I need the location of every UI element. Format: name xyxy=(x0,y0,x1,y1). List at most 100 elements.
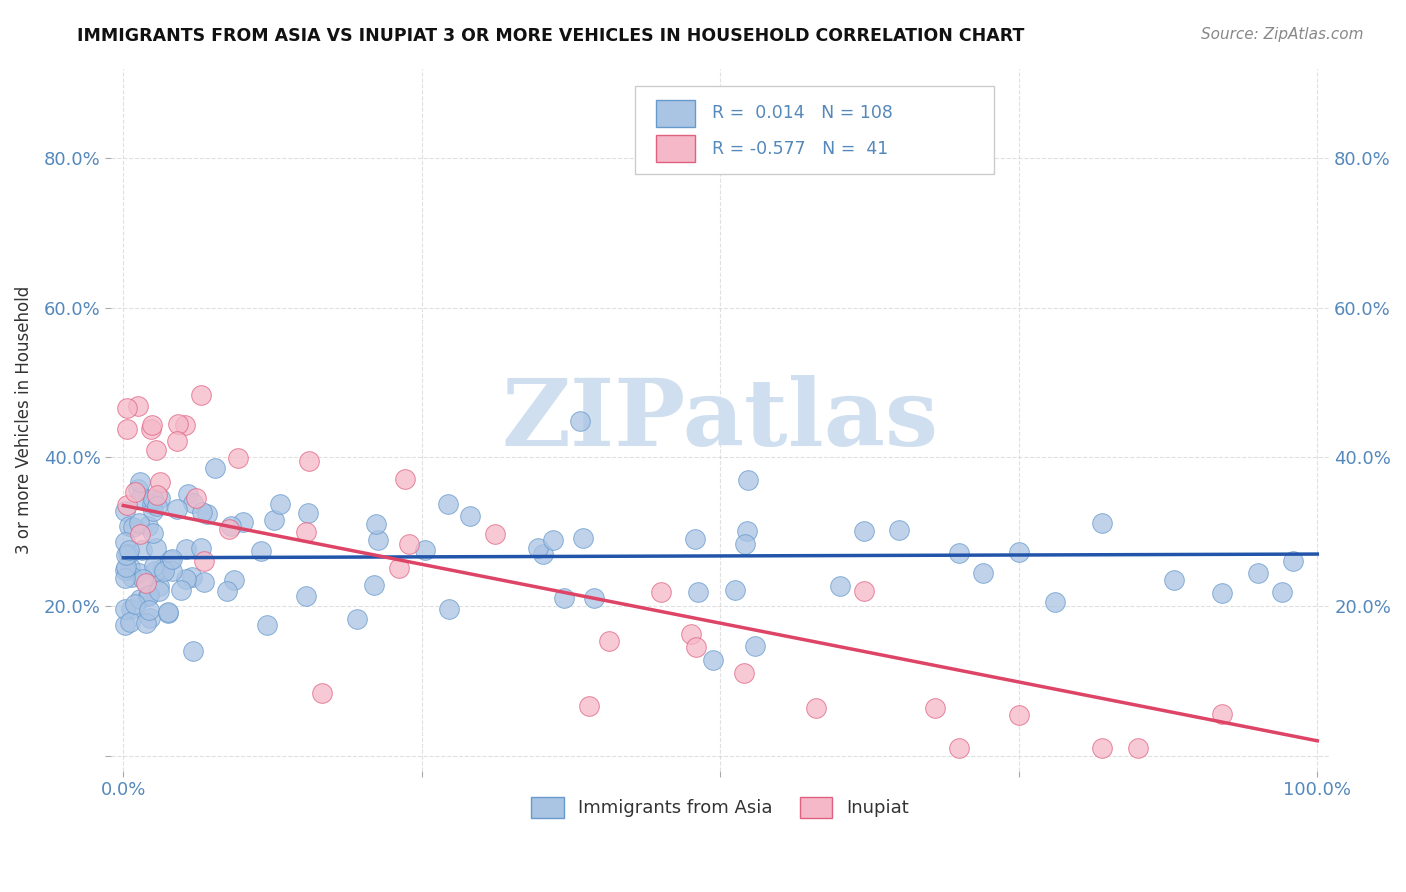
Text: R = -0.577   N =  41: R = -0.577 N = 41 xyxy=(711,139,889,158)
Point xyxy=(149,491,172,506)
Point xyxy=(114,563,136,577)
Point xyxy=(170,582,193,597)
Point xyxy=(114,548,136,562)
Point xyxy=(143,564,166,578)
Point xyxy=(734,537,756,551)
Point xyxy=(702,653,724,667)
Point xyxy=(218,522,240,536)
Point xyxy=(415,543,437,558)
Point xyxy=(195,508,218,522)
Point xyxy=(569,414,592,428)
Point xyxy=(683,532,706,546)
Point xyxy=(166,434,188,449)
Point xyxy=(226,450,249,465)
Point xyxy=(311,686,333,700)
Point xyxy=(924,701,946,715)
Point xyxy=(145,541,167,556)
Point xyxy=(1008,545,1031,559)
Point xyxy=(128,516,150,530)
Point xyxy=(572,531,595,545)
Point xyxy=(1008,708,1031,723)
Point xyxy=(190,388,212,402)
Point xyxy=(142,491,165,506)
Point xyxy=(219,519,242,533)
Point xyxy=(131,543,153,558)
Point xyxy=(115,422,138,436)
Text: IMMIGRANTS FROM ASIA VS INUPIAT 3 OR MORE VEHICLES IN HOUSEHOLD CORRELATION CHAR: IMMIGRANTS FROM ASIA VS INUPIAT 3 OR MOR… xyxy=(77,27,1025,45)
Point xyxy=(173,417,195,432)
Point xyxy=(583,591,606,606)
Point xyxy=(852,524,875,538)
Point xyxy=(153,564,176,578)
Point xyxy=(204,460,226,475)
Text: Source: ZipAtlas.com: Source: ZipAtlas.com xyxy=(1201,27,1364,42)
Point xyxy=(150,562,173,576)
Point xyxy=(733,666,755,681)
Point xyxy=(114,571,136,585)
Point xyxy=(132,572,155,586)
Point xyxy=(686,585,709,599)
Point xyxy=(148,584,170,599)
Point xyxy=(972,566,994,581)
Point xyxy=(135,575,157,590)
Point xyxy=(1091,741,1114,756)
Point xyxy=(176,486,198,500)
Point xyxy=(394,471,416,485)
Point xyxy=(115,498,138,512)
Point xyxy=(578,698,600,713)
FancyBboxPatch shape xyxy=(655,136,695,162)
Point xyxy=(256,617,278,632)
Point xyxy=(1270,585,1292,599)
Point xyxy=(160,564,183,578)
Point xyxy=(124,598,146,612)
Point xyxy=(889,523,911,537)
Point xyxy=(232,515,254,529)
Point xyxy=(120,602,142,616)
Legend: Immigrants from Asia, Inupiat: Immigrants from Asia, Inupiat xyxy=(524,789,917,825)
Point xyxy=(1211,586,1233,600)
Point xyxy=(948,546,970,560)
Point xyxy=(1246,566,1268,580)
Point xyxy=(117,547,139,561)
Point xyxy=(138,611,160,625)
Point xyxy=(294,524,316,539)
Point xyxy=(138,602,160,616)
Point xyxy=(121,569,143,583)
Point xyxy=(127,399,149,413)
Point xyxy=(115,401,138,416)
Point xyxy=(181,644,204,658)
Point xyxy=(127,482,149,496)
Point xyxy=(129,490,152,504)
Point xyxy=(145,488,167,502)
Point xyxy=(114,618,136,632)
Point xyxy=(128,592,150,607)
Point xyxy=(294,589,316,603)
Point xyxy=(115,559,138,574)
Point xyxy=(156,606,179,620)
Point xyxy=(364,517,387,532)
Point xyxy=(458,508,481,523)
Point xyxy=(139,422,162,436)
Point xyxy=(737,473,759,487)
Point xyxy=(124,484,146,499)
Point xyxy=(120,615,142,629)
Point xyxy=(141,417,163,432)
Point xyxy=(129,475,152,489)
Point xyxy=(162,552,184,566)
Point xyxy=(744,639,766,653)
Point xyxy=(553,591,575,605)
Point xyxy=(148,578,170,592)
Point xyxy=(215,584,238,599)
Point xyxy=(145,443,167,458)
Point xyxy=(190,504,212,518)
Point xyxy=(735,524,758,539)
Point xyxy=(138,588,160,602)
Point xyxy=(250,543,273,558)
Point xyxy=(346,612,368,626)
Point xyxy=(1282,554,1305,568)
Point xyxy=(1128,741,1150,756)
Point xyxy=(135,615,157,630)
Point xyxy=(398,536,420,550)
Point xyxy=(298,454,321,468)
Point xyxy=(181,496,204,510)
